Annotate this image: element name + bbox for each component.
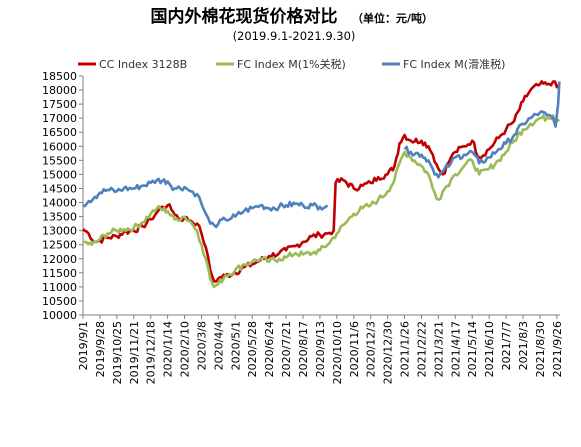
x-tick-label: 2019/10/25 [111,321,124,384]
chart-unit: （单位：元/吨） [352,11,433,25]
y-tick-label: 13000 [42,225,77,238]
x-tick-label: 2020/2/10 [179,321,192,377]
y-tick-label: 18000 [42,84,77,97]
x-tick-label: 2019/9/1 [77,321,90,370]
y-tick-label: 17500 [42,98,77,111]
y-tick-label: 13500 [42,211,77,224]
y-tick-label: 15000 [42,168,77,181]
y-tick-label: 14000 [42,197,77,210]
x-tick-label: 2020/7/21 [280,321,293,377]
x-tick-label: 2021/9/26 [551,321,564,377]
chart-subtitle: (2019.9.1-2021.9.30) [233,29,356,43]
x-tick-label: 2020/11/6 [348,321,361,377]
x-tick-label: 2021/2/22 [415,321,428,377]
x-tick-label: 2021/5/14 [466,321,479,377]
y-tick-label: 14500 [42,182,77,195]
legend: CC Index 3128B FC Index M(1%关税) FC Index… [78,57,505,71]
y-tick-label: 16500 [42,126,77,139]
x-tick-label: 2021/1/26 [399,321,412,377]
y-tick-label: 17000 [42,112,77,125]
x-tick-label: 2021/8/30 [534,321,547,377]
y-tick-label: 11000 [42,281,77,294]
series-fc-sliding-line [82,81,561,229]
x-tick-label: 2020/9/13 [314,321,327,377]
axes: 1000010500110001150012000125001300013500… [42,70,564,384]
y-tick-label: 12500 [42,239,77,252]
legend-label-fc-1pct: FC Index M(1%关税) [237,57,346,71]
y-tick-label: 12000 [42,253,77,266]
x-tick-label: 2020/3/8 [195,321,208,370]
x-tick-label: 2021/6/10 [483,321,496,377]
x-tick-label: 2020/6/24 [263,321,276,377]
x-tick-label: 2020/12/30 [382,321,395,384]
series-lines [82,80,561,289]
y-tick-label: 18500 [42,70,77,83]
x-tick-label: 2020/10/10 [331,321,344,384]
legend-label-cc: CC Index 3128B [99,58,187,71]
x-tick-label: 2021/8/3 [517,321,530,370]
x-tick-label: 2020/4/4 [212,321,225,370]
x-tick-label: 2020/5/28 [246,321,259,377]
x-tick-label: 2020/12/3 [365,321,378,377]
y-tick-label: 10500 [42,295,77,308]
y-tick-label: 11500 [42,267,77,280]
chart-title: 国内外棉花现货价格对比 [151,6,338,27]
y-tick-label: 15500 [42,154,77,167]
x-tick-label: 2019/11/21 [128,321,141,384]
x-tick-label: 2021/7/7 [500,321,513,370]
x-tick-label: 2019/12/18 [145,321,158,384]
y-tick-label: 10000 [42,309,77,322]
y-tick-label: 16000 [42,140,77,153]
legend-label-fc-sliding: FC Index M(滑准税) [403,57,505,71]
x-tick-label: 2019/9/28 [94,321,107,377]
series-cc-index-line [82,80,561,283]
x-tick-label: 2020/1/14 [162,321,175,377]
x-tick-label: 2020/8/17 [297,321,310,377]
x-tick-label: 2021/3/21 [432,321,445,377]
series-fc-1pct-line [82,114,561,289]
x-tick-label: 2020/5/1 [229,321,242,370]
x-tick-label: 2021/4/17 [449,321,462,377]
